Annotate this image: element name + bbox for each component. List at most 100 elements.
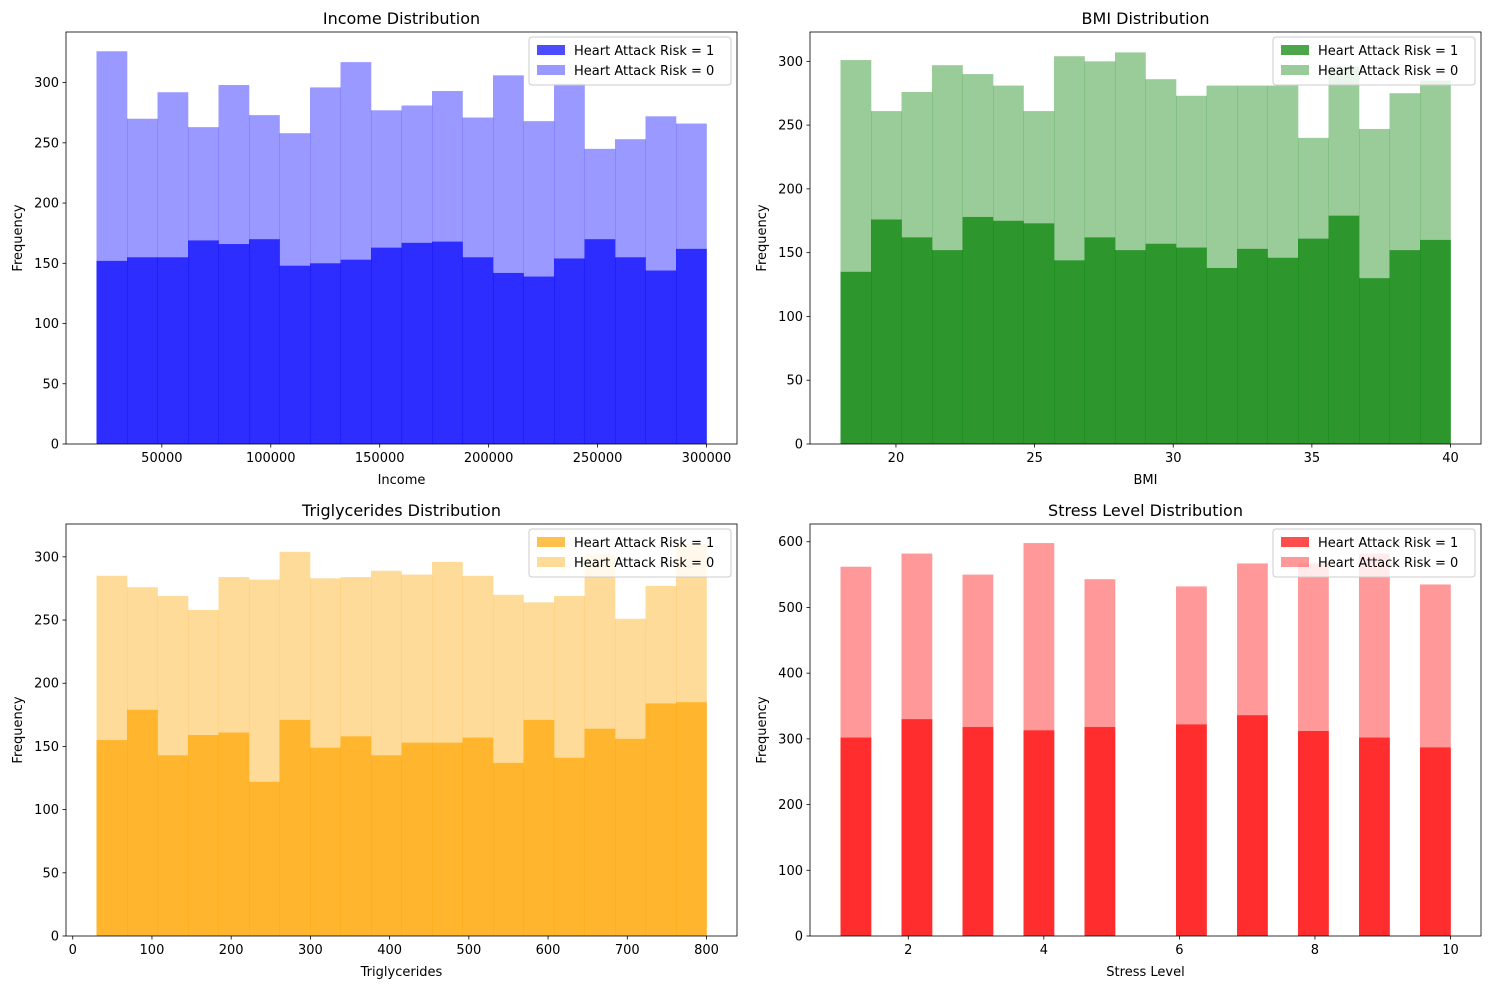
y-axis-label: Frequency (755, 696, 770, 763)
histogram-bar (840, 271, 872, 444)
histogram-bar (554, 258, 585, 444)
histogram-bar (249, 239, 280, 444)
histogram-bar (340, 736, 372, 936)
legend-swatch (1281, 65, 1309, 75)
x-tick-label: 35 (1304, 451, 1321, 466)
x-tick-label: 250000 (573, 451, 623, 466)
y-tick-label: 200 (34, 197, 59, 212)
histogram-bar (340, 62, 372, 445)
histogram-bar (901, 237, 933, 444)
x-tick-label: 150000 (355, 451, 405, 466)
y-tick-label: 200 (34, 677, 59, 692)
histogram-bar (554, 757, 585, 936)
y-tick-label: 0 (795, 438, 803, 453)
x-tick-label: 8 (1311, 943, 1319, 958)
y-tick-label: 250 (34, 614, 59, 629)
histogram-bar (1023, 223, 1055, 444)
histogram-bar (218, 244, 250, 444)
histogram-bar (584, 148, 616, 444)
x-tick-label: 300 (298, 943, 323, 958)
histogram-bar (1298, 730, 1329, 936)
histogram-bar (1206, 85, 1238, 444)
histogram-bar (1023, 730, 1055, 936)
y-tick-label: 150 (34, 257, 59, 272)
y-tick-label: 200 (778, 798, 803, 813)
chart-title: Stress Level Distribution (1048, 501, 1243, 520)
histogram-bar (523, 121, 555, 444)
legend-swatch (537, 45, 565, 55)
histogram-bar (1115, 52, 1146, 445)
x-tick-label: 30 (1165, 451, 1182, 466)
histogram-bar (279, 551, 311, 936)
chart-title: BMI Distribution (1082, 9, 1210, 28)
histogram-bar (840, 60, 872, 444)
y-tick-label: 100 (34, 803, 59, 818)
y-tick-label: 100 (34, 317, 59, 332)
histogram-bar (310, 87, 341, 444)
histogram-bar (218, 85, 250, 444)
histogram-bar (523, 602, 555, 936)
x-tick-label: 10 (1442, 943, 1459, 958)
histogram-bar (1023, 111, 1055, 444)
histogram-bar (1054, 56, 1085, 445)
histogram-bar (462, 575, 494, 936)
histogram-bar (432, 241, 463, 444)
axes-frame (65, 31, 738, 445)
histogram-bar (871, 111, 902, 444)
histogram-bar (1176, 95, 1207, 444)
histogram-bar (157, 92, 189, 444)
histogram-bar (1420, 80, 1451, 445)
histogram-bar (1023, 543, 1055, 936)
x-tick-label: 6 (1175, 943, 1183, 958)
legend-label: Heart Attack Risk = 0 (574, 64, 714, 79)
histogram-bar (127, 709, 158, 936)
x-tick-label: 25 (1026, 451, 1043, 466)
histogram-bar (554, 596, 585, 936)
histogram-bar (1176, 724, 1207, 936)
y-tick-label: 50 (42, 377, 59, 392)
legend-frame (1272, 36, 1476, 86)
x-axis-label: Income (378, 473, 426, 488)
histogram-bar (645, 116, 677, 444)
histogram-bar (1359, 553, 1390, 936)
histogram-bar (401, 242, 433, 444)
legend-swatch (537, 557, 565, 567)
x-tick-label: 500 (456, 943, 481, 958)
histogram-bar (1145, 79, 1177, 445)
histogram-bar (1084, 237, 1116, 444)
histogram-bar (584, 239, 616, 444)
histogram-bar (840, 566, 872, 936)
subplot-0: 50000 100000 150000 200000 250000 300000 0 50 10… (11, 9, 738, 488)
histogram-bar (1359, 737, 1390, 936)
y-tick-label: 0 (795, 930, 803, 945)
chart-title: Income Distribution (323, 9, 480, 28)
y-axis-label: Frequency (11, 204, 26, 271)
histogram-bar (96, 51, 128, 445)
histogram-bar (840, 737, 872, 936)
histogram-bar (96, 260, 128, 444)
histogram-bar (932, 65, 963, 444)
y-tick-label: 0 (51, 930, 59, 945)
histogram-bar (584, 728, 616, 936)
histogram-bar (584, 554, 616, 936)
histogram-bar (871, 219, 902, 444)
histogram-bar (523, 719, 555, 936)
legend-frame (528, 36, 732, 86)
legend: Heart Attack Risk = 1 Heart Attack Risk =… (1272, 36, 1476, 86)
histogram-bar (993, 220, 1024, 444)
histogram-bar (371, 755, 402, 936)
x-tick-label: 50000 (141, 451, 182, 466)
y-tick-label: 50 (786, 374, 803, 389)
y-tick-label: 300 (778, 55, 803, 70)
histogram-bar (1328, 215, 1360, 444)
x-tick-label: 700 (615, 943, 640, 958)
subplot-2: 0 100 200 300 400 500 600 700 800 0 50 100 150 200 250… (11, 501, 738, 980)
histogram-bar (310, 263, 341, 444)
histogram-bar (310, 578, 341, 936)
x-tick-label: 400 (377, 943, 402, 958)
y-tick-label: 500 (778, 601, 803, 616)
histogram-bar (1359, 128, 1390, 445)
histogram-bar (310, 747, 341, 936)
y-tick-label: 600 (778, 535, 803, 550)
